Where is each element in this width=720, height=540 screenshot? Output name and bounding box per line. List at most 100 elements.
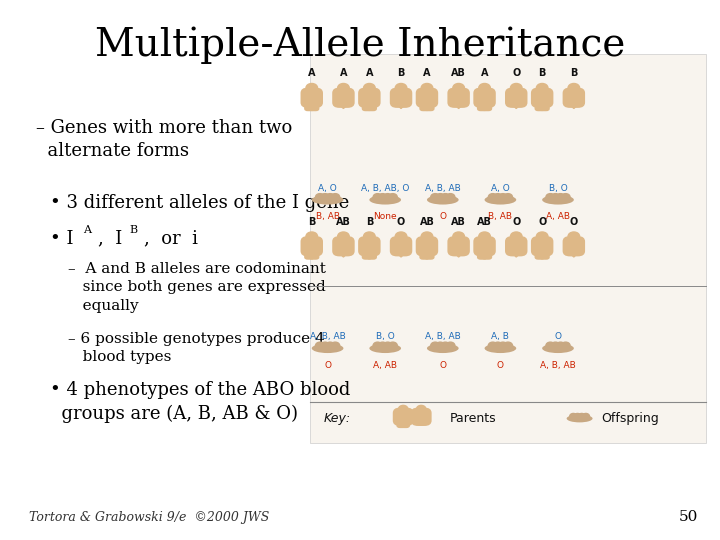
Polygon shape bbox=[510, 103, 522, 109]
Text: A: A bbox=[340, 68, 347, 78]
Text: A, AB: A, AB bbox=[546, 212, 570, 221]
Circle shape bbox=[574, 414, 581, 419]
Text: A, B, AB: A, B, AB bbox=[425, 332, 461, 341]
Circle shape bbox=[510, 232, 522, 241]
Circle shape bbox=[479, 84, 490, 92]
Circle shape bbox=[338, 232, 349, 241]
FancyBboxPatch shape bbox=[366, 248, 377, 260]
Text: A, B, AB, O: A, B, AB, O bbox=[361, 184, 410, 193]
Ellipse shape bbox=[427, 343, 459, 353]
Text: • 4 phenotypes of the ABO blood
  groups are (A, B, AB & O): • 4 phenotypes of the ABO blood groups a… bbox=[50, 381, 351, 423]
Polygon shape bbox=[453, 251, 464, 257]
Circle shape bbox=[446, 194, 455, 200]
Circle shape bbox=[417, 406, 426, 412]
Circle shape bbox=[364, 232, 375, 241]
Text: O: O bbox=[439, 212, 446, 221]
Polygon shape bbox=[338, 103, 349, 109]
FancyBboxPatch shape bbox=[361, 99, 372, 111]
Text: A, B, AB: A, B, AB bbox=[310, 332, 346, 341]
FancyBboxPatch shape bbox=[300, 236, 323, 256]
Text: B: B bbox=[570, 68, 577, 78]
Circle shape bbox=[561, 342, 570, 349]
Text: ,  or  i: , or i bbox=[144, 230, 198, 247]
FancyBboxPatch shape bbox=[482, 99, 492, 111]
FancyBboxPatch shape bbox=[447, 87, 470, 108]
Circle shape bbox=[373, 342, 382, 349]
Circle shape bbox=[330, 342, 340, 349]
Text: O: O bbox=[570, 217, 578, 227]
FancyBboxPatch shape bbox=[531, 87, 554, 108]
Circle shape bbox=[582, 414, 590, 419]
FancyBboxPatch shape bbox=[534, 99, 545, 111]
Text: A: A bbox=[366, 68, 373, 78]
Ellipse shape bbox=[427, 195, 459, 205]
Circle shape bbox=[498, 194, 508, 200]
Circle shape bbox=[493, 342, 503, 349]
FancyBboxPatch shape bbox=[300, 87, 323, 108]
Circle shape bbox=[330, 194, 340, 200]
FancyBboxPatch shape bbox=[562, 236, 585, 256]
Circle shape bbox=[431, 342, 440, 349]
FancyBboxPatch shape bbox=[358, 236, 381, 256]
FancyBboxPatch shape bbox=[473, 236, 496, 256]
Text: O: O bbox=[497, 361, 504, 370]
Ellipse shape bbox=[369, 343, 401, 353]
Circle shape bbox=[315, 342, 325, 349]
Text: O: O bbox=[439, 361, 446, 370]
Text: A, O: A, O bbox=[491, 184, 510, 193]
Ellipse shape bbox=[542, 343, 574, 353]
Text: AB: AB bbox=[420, 217, 434, 227]
Text: Multiple-Allele Inheritance: Multiple-Allele Inheritance bbox=[95, 27, 625, 64]
FancyBboxPatch shape bbox=[397, 417, 406, 428]
Text: O: O bbox=[538, 217, 546, 227]
Circle shape bbox=[441, 342, 450, 349]
Polygon shape bbox=[417, 421, 426, 426]
Circle shape bbox=[510, 84, 522, 92]
Circle shape bbox=[306, 232, 318, 241]
FancyBboxPatch shape bbox=[447, 236, 470, 256]
Circle shape bbox=[503, 194, 513, 200]
Circle shape bbox=[421, 84, 433, 92]
FancyBboxPatch shape bbox=[505, 87, 528, 108]
Circle shape bbox=[536, 84, 548, 92]
Circle shape bbox=[488, 194, 498, 200]
Circle shape bbox=[421, 232, 433, 241]
Text: A, B, AB: A, B, AB bbox=[540, 361, 576, 370]
Text: A, AB: A, AB bbox=[373, 361, 397, 370]
Text: Parents: Parents bbox=[450, 412, 497, 425]
Polygon shape bbox=[510, 251, 522, 257]
Circle shape bbox=[364, 84, 375, 92]
Circle shape bbox=[479, 232, 490, 241]
Circle shape bbox=[551, 342, 560, 349]
Text: AB: AB bbox=[336, 217, 351, 227]
FancyBboxPatch shape bbox=[534, 248, 545, 260]
Text: ,  I: , I bbox=[98, 230, 122, 247]
Ellipse shape bbox=[485, 343, 516, 353]
Text: O: O bbox=[554, 332, 562, 341]
Text: AB: AB bbox=[451, 217, 466, 227]
Circle shape bbox=[441, 194, 450, 200]
FancyBboxPatch shape bbox=[411, 408, 431, 426]
FancyBboxPatch shape bbox=[477, 248, 487, 260]
Ellipse shape bbox=[485, 195, 516, 205]
Circle shape bbox=[488, 342, 498, 349]
Text: O: O bbox=[324, 361, 331, 370]
Polygon shape bbox=[453, 103, 464, 109]
Text: B: B bbox=[539, 68, 546, 78]
Text: A: A bbox=[481, 68, 488, 78]
FancyBboxPatch shape bbox=[415, 87, 438, 108]
Circle shape bbox=[493, 194, 503, 200]
Circle shape bbox=[551, 194, 560, 200]
Text: A: A bbox=[84, 225, 91, 235]
FancyBboxPatch shape bbox=[415, 236, 438, 256]
FancyBboxPatch shape bbox=[539, 248, 550, 260]
Circle shape bbox=[561, 194, 570, 200]
FancyBboxPatch shape bbox=[400, 417, 410, 428]
FancyBboxPatch shape bbox=[424, 248, 435, 260]
FancyBboxPatch shape bbox=[419, 99, 430, 111]
Text: 50: 50 bbox=[679, 510, 698, 524]
FancyBboxPatch shape bbox=[473, 87, 496, 108]
Circle shape bbox=[431, 194, 440, 200]
Ellipse shape bbox=[567, 415, 593, 422]
Text: B, O: B, O bbox=[376, 332, 395, 341]
